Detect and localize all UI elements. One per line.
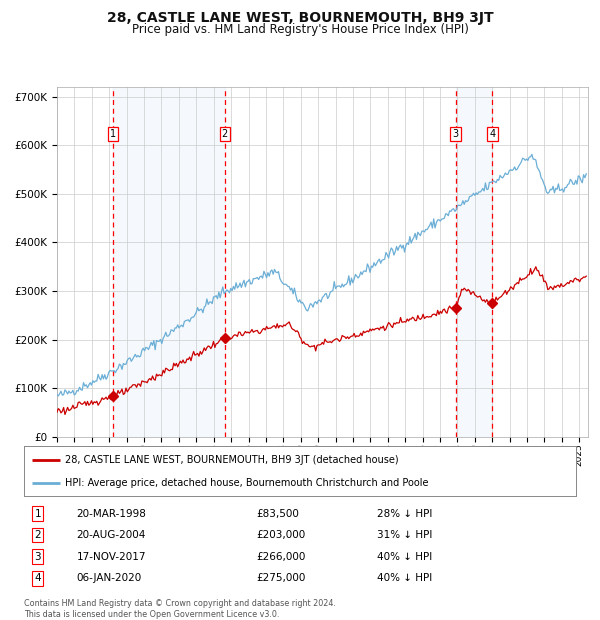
Text: 40% ↓ HPI: 40% ↓ HPI	[377, 574, 433, 583]
Text: £275,000: £275,000	[256, 574, 305, 583]
Text: 3: 3	[452, 129, 458, 139]
Text: HPI: Average price, detached house, Bournemouth Christchurch and Poole: HPI: Average price, detached house, Bour…	[65, 477, 429, 487]
Text: 20-MAR-1998: 20-MAR-1998	[76, 508, 146, 518]
Text: 2: 2	[34, 530, 41, 540]
Text: 1: 1	[110, 129, 116, 139]
Text: 31% ↓ HPI: 31% ↓ HPI	[377, 530, 433, 540]
Text: 4: 4	[34, 574, 41, 583]
Text: £266,000: £266,000	[256, 552, 305, 562]
Text: 28% ↓ HPI: 28% ↓ HPI	[377, 508, 433, 518]
Text: Price paid vs. HM Land Registry's House Price Index (HPI): Price paid vs. HM Land Registry's House …	[131, 23, 469, 36]
Text: 2: 2	[222, 129, 228, 139]
Text: 28, CASTLE LANE WEST, BOURNEMOUTH, BH9 3JT (detached house): 28, CASTLE LANE WEST, BOURNEMOUTH, BH9 3…	[65, 455, 399, 465]
Text: Contains HM Land Registry data © Crown copyright and database right 2024.
This d: Contains HM Land Registry data © Crown c…	[24, 600, 336, 619]
Text: 40% ↓ HPI: 40% ↓ HPI	[377, 552, 433, 562]
Text: 20-AUG-2004: 20-AUG-2004	[76, 530, 146, 540]
Text: 1: 1	[34, 508, 41, 518]
Text: 3: 3	[34, 552, 41, 562]
Text: £203,000: £203,000	[256, 530, 305, 540]
Text: 28, CASTLE LANE WEST, BOURNEMOUTH, BH9 3JT: 28, CASTLE LANE WEST, BOURNEMOUTH, BH9 3…	[107, 11, 493, 25]
Text: 4: 4	[490, 129, 496, 139]
Bar	[455, 87, 493, 437]
Text: 17-NOV-2017: 17-NOV-2017	[76, 552, 146, 562]
Text: £83,500: £83,500	[256, 508, 299, 518]
Text: 06-JAN-2020: 06-JAN-2020	[76, 574, 142, 583]
Bar	[113, 87, 225, 437]
